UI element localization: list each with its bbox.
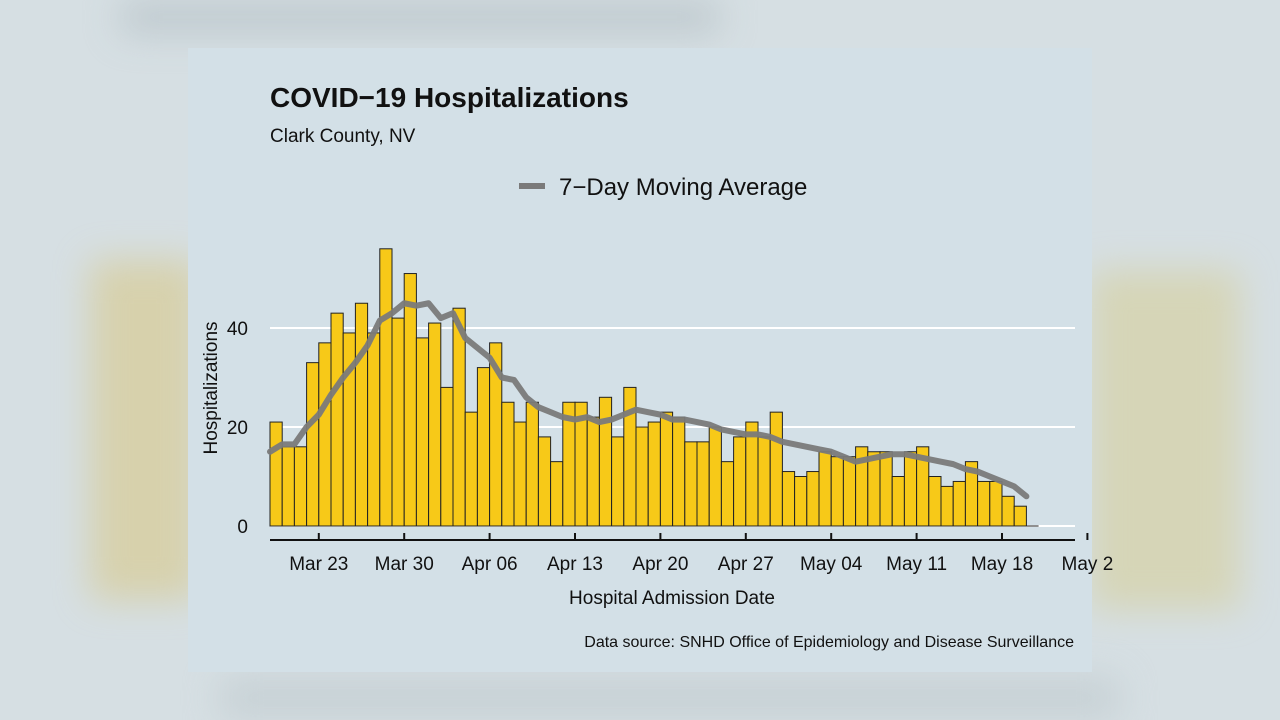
bar: [464, 411, 478, 527]
bar: [428, 322, 442, 527]
bar: [452, 307, 466, 527]
bar: [501, 401, 515, 527]
bar: [818, 451, 832, 527]
bar: [525, 401, 539, 527]
bar: [367, 332, 381, 527]
bar: [306, 362, 320, 527]
bar: [720, 461, 735, 527]
bar: [989, 480, 1003, 527]
bar: [928, 476, 942, 527]
bar: [891, 476, 905, 527]
bar: [330, 312, 344, 527]
y-tick-label: 40: [227, 319, 248, 340]
x-tick-label: Apr 13: [547, 554, 603, 575]
x-tick-label: May 2: [1062, 554, 1114, 575]
bar: [354, 302, 369, 527]
x-tick-label: May 18: [971, 554, 1033, 575]
chart-title: COVID−19 Hospitalizations: [270, 82, 629, 113]
bar: [281, 446, 295, 527]
y-tick-label: 0: [237, 517, 248, 538]
bar: [879, 451, 893, 527]
bar: [745, 421, 759, 527]
bar: [293, 446, 308, 527]
bar: [781, 471, 796, 527]
background-blur-bottom: [220, 676, 1120, 720]
y-axis-label: Hospitalizations: [201, 321, 222, 454]
bar: [684, 441, 698, 527]
bar: [318, 342, 332, 527]
bar: [1001, 495, 1015, 527]
bar: [403, 273, 417, 527]
x-tick-label: Mar 23: [289, 554, 348, 575]
bar: [659, 411, 674, 527]
bar: [440, 386, 454, 527]
bar: [830, 456, 844, 527]
x-tick-label: Mar 30: [375, 554, 434, 575]
bar: [733, 436, 747, 527]
axes: 0 20 40 Mar 23 Mar 30 Apr 06 Apr 13 Apr 20 Apr 2…: [227, 319, 1113, 575]
bar: [537, 436, 552, 527]
chart-subtitle: Clark County, NV: [270, 126, 416, 147]
bar: [269, 421, 283, 527]
bar: [696, 441, 710, 527]
bar: [952, 480, 966, 527]
bar: [598, 396, 613, 527]
legend-label: 7−Day Moving Average: [559, 174, 807, 201]
bar: [611, 436, 625, 527]
bar: [757, 436, 771, 527]
x-tick-label: May 04: [800, 554, 863, 575]
bar: [647, 421, 661, 527]
bar: [806, 471, 820, 527]
bar: [1013, 505, 1027, 527]
x-tick-label: May 11: [886, 554, 947, 575]
data-source-caption: Data source: SNHD Office of Epidemiology…: [584, 634, 1074, 651]
bar: [672, 416, 686, 527]
bar: [794, 476, 808, 527]
bar: [903, 451, 918, 527]
x-tick-label: Apr 20: [632, 554, 688, 575]
bar: [586, 416, 600, 527]
bar: [635, 426, 649, 527]
bar: [379, 248, 393, 527]
bar: [708, 426, 722, 527]
bar: [842, 456, 857, 527]
bar: [867, 451, 881, 527]
bar: [769, 411, 783, 527]
bar: [476, 367, 491, 527]
x-tick-label: Apr 27: [718, 554, 774, 575]
bar: [550, 461, 564, 527]
bar-series: [269, 248, 1039, 527]
background-blur-right: [1090, 270, 1240, 610]
background-blur-top: [120, 0, 720, 34]
y-tick-label: 20: [227, 418, 248, 439]
background-blur-left: [90, 260, 200, 600]
x-axis-label: Hospital Admission Date: [569, 588, 775, 609]
bar: [977, 480, 991, 527]
x-tick-label: Apr 06: [462, 554, 518, 575]
bar: [391, 317, 405, 527]
bar: [415, 337, 430, 527]
moving-average-line: [267, 300, 1030, 500]
bar: [940, 485, 954, 527]
moving-average-series: [267, 300, 1030, 500]
bar: [513, 421, 527, 527]
